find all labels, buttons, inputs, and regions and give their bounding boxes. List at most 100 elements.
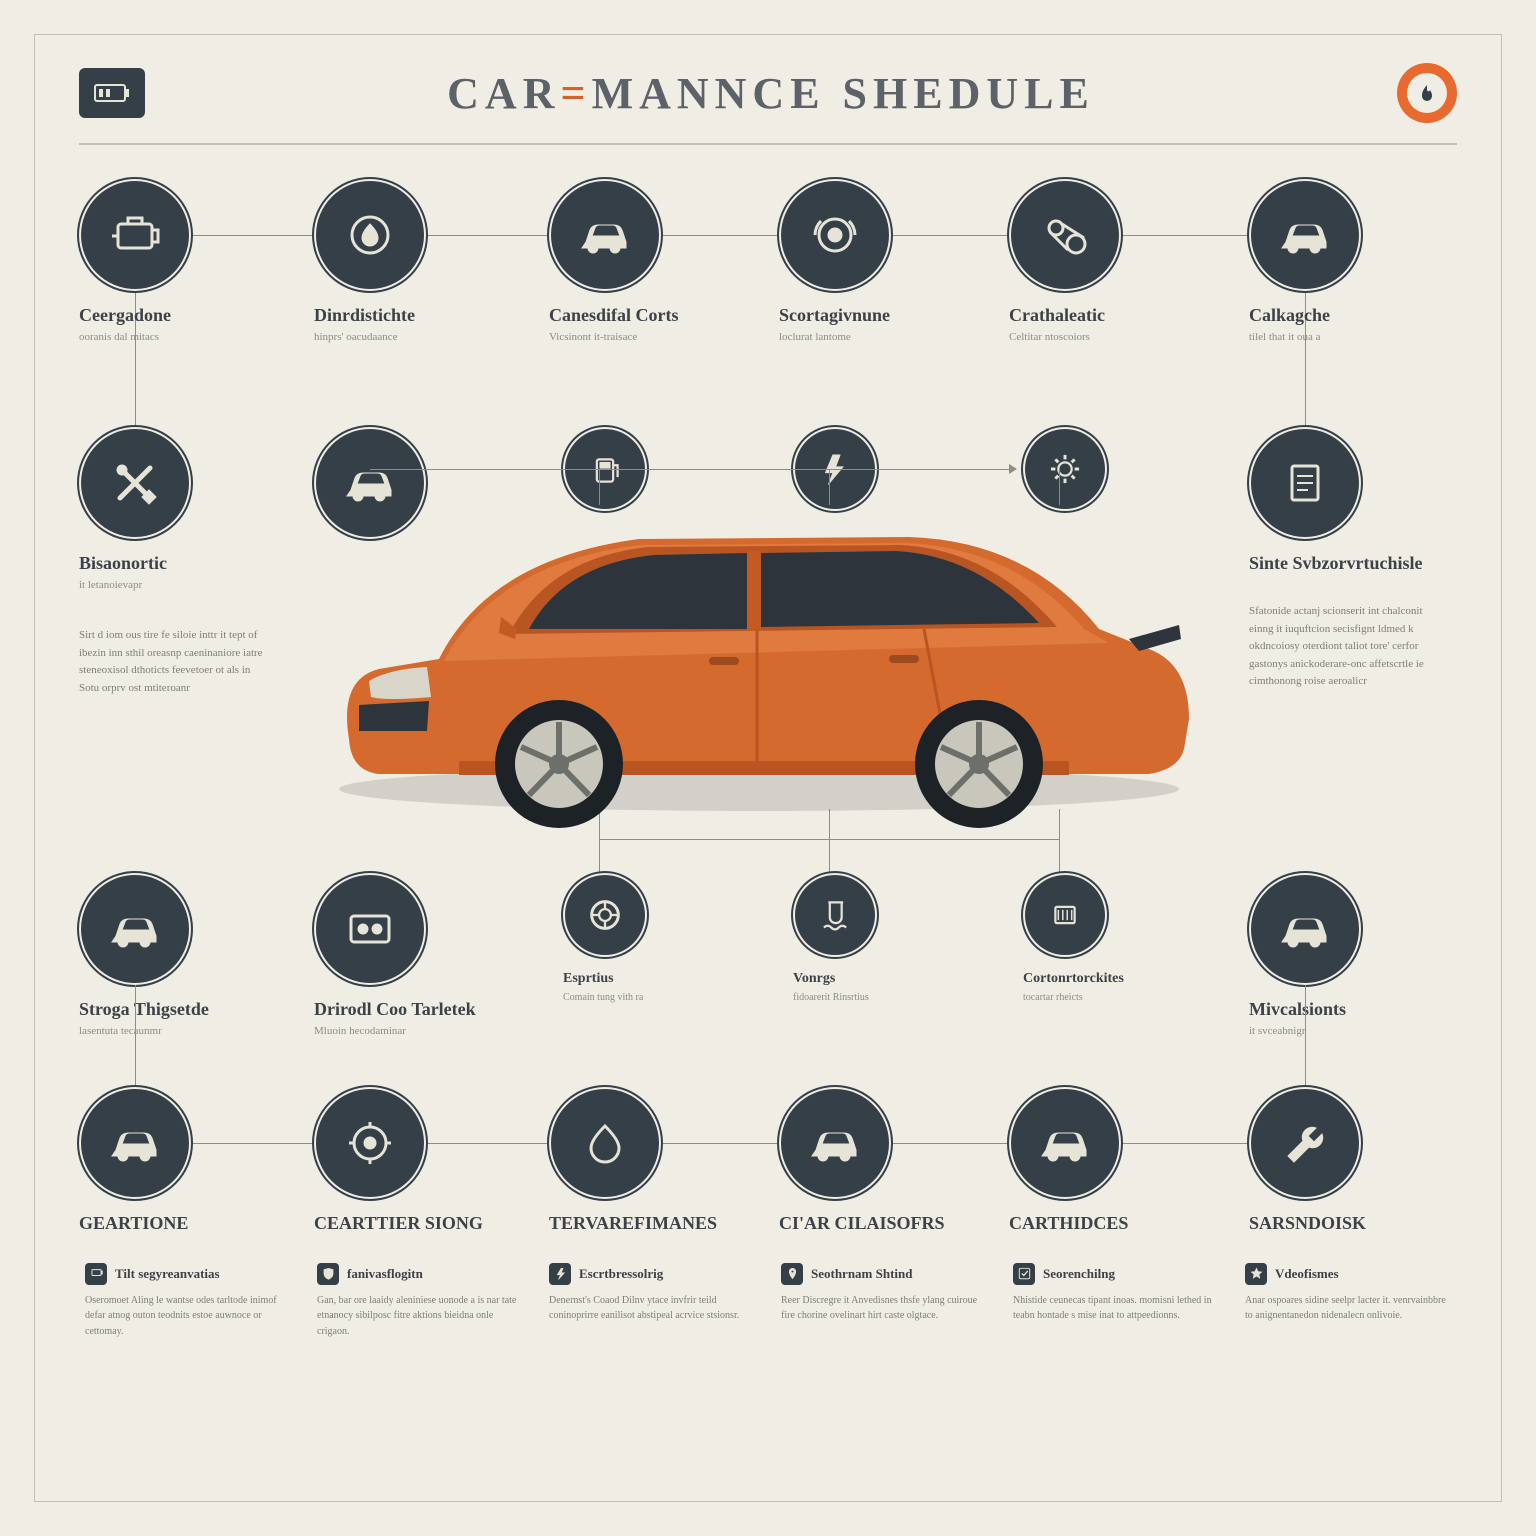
maintenance-item: Cortonrtorckitestocartar rheicts bbox=[1023, 873, 1223, 1005]
tire-icon bbox=[563, 873, 647, 957]
footer-title: Seorenchilng bbox=[1043, 1266, 1115, 1282]
maintenance-item: Dinrdistichte hinprs' oacudaance bbox=[314, 179, 514, 345]
item-label: GEARTIONE bbox=[79, 1213, 279, 1234]
shield-icon bbox=[317, 1263, 339, 1285]
pin-icon bbox=[781, 1263, 803, 1285]
grid-area: Ceergadone ooranis dal mitacs Dinrdisticht… bbox=[79, 179, 1457, 1339]
maintenance-item: GEARTIONE bbox=[79, 1087, 279, 1238]
item-label: Bisaonortic bbox=[79, 553, 279, 574]
maintenance-item: Ceergadone ooranis dal mitacs bbox=[79, 179, 279, 345]
item-label: Esprtius bbox=[563, 971, 763, 987]
footer-desc: Gan, bar ore laaidy aleniniese uonode a … bbox=[317, 1293, 523, 1340]
footer-item: Escrtbressolrig Denernst's Coaod Dilnv yt… bbox=[549, 1263, 755, 1340]
oil-icon bbox=[314, 179, 426, 291]
maintenance-item: Bisaonortic it letanoievapr bbox=[79, 427, 279, 593]
item-sub: ooranis dal mitacs bbox=[79, 330, 279, 345]
star-icon bbox=[1245, 1263, 1267, 1285]
maintenance-item: Mivcalsionts it svceabnigr bbox=[1249, 873, 1449, 1039]
maintenance-item: Crathaleatic Celtitar ntoscoiors bbox=[1009, 179, 1209, 345]
footer-item: fanivasflogitnGan, bar ore laaidy alenin… bbox=[317, 1263, 523, 1340]
maintenance-item: Canesdifal CortsVicsinont it-traisace bbox=[549, 179, 749, 345]
car-icon bbox=[1249, 179, 1361, 291]
footer-title: Vdeofismes bbox=[1275, 1266, 1339, 1282]
item-sub: loclurat lantome bbox=[779, 330, 979, 345]
item-label: CEARTTIER SIONG bbox=[314, 1213, 514, 1234]
car-icon bbox=[549, 179, 661, 291]
car-icon bbox=[79, 1087, 191, 1199]
coolant-icon bbox=[793, 873, 877, 957]
footer-desc: Reer Discregre it Anvedisnes thsfe ylang… bbox=[781, 1293, 987, 1324]
maintenance-item: SARSNDOISK bbox=[1249, 1087, 1449, 1238]
maintenance-item: CI'AR CILAISOFRS bbox=[779, 1087, 979, 1238]
footer-item: Tilt segyreanvatiasOseromoet Aling le wa… bbox=[85, 1263, 291, 1340]
item-label: Dinrdistichte bbox=[314, 305, 514, 326]
item-label: SARSNDOISK bbox=[1249, 1213, 1449, 1234]
item-sub: it svceabnigr bbox=[1249, 1024, 1449, 1039]
item-sub: it letanoievapr bbox=[79, 578, 279, 593]
item-label: CI'AR CILAISOFRS bbox=[779, 1213, 979, 1234]
item-label: Stroga Thigsetde bbox=[79, 999, 279, 1020]
car-icon bbox=[79, 873, 191, 985]
doc-icon bbox=[1249, 427, 1361, 539]
item-label: Vonrgs bbox=[793, 971, 993, 987]
fluid-icon bbox=[549, 1087, 661, 1199]
maintenance-item: TERVAREFIMANES bbox=[549, 1087, 749, 1238]
accent-badge bbox=[1397, 63, 1457, 123]
car-icon bbox=[1009, 1087, 1121, 1199]
check-icon bbox=[1013, 1263, 1035, 1285]
left-paragraph: Sirt d iom ous tire fe siloie inttr it t… bbox=[79, 627, 269, 697]
item-label: Ceergadone bbox=[79, 305, 279, 326]
item-label: Canesdifal Corts bbox=[549, 305, 749, 326]
item-sub: hinprs' oacudaance bbox=[314, 330, 514, 345]
engine-icon bbox=[79, 179, 191, 291]
footer-desc: Anar ospoares sidine seelpr lacter it. v… bbox=[1245, 1293, 1451, 1324]
header: CAR=MANNCE SHEDULE bbox=[79, 63, 1457, 145]
item-sub: Celtitar ntoscoiors bbox=[1009, 330, 1209, 345]
belt-icon bbox=[1009, 179, 1121, 291]
tools-icon bbox=[79, 427, 191, 539]
item-sub: fidoarerit Rinsrtius bbox=[793, 991, 993, 1005]
geartire-icon bbox=[314, 1087, 426, 1199]
item-sub: Mluoin hecodaminar bbox=[314, 1024, 514, 1039]
footer-title: Tilt segyreanvatias bbox=[115, 1266, 220, 1282]
footer-title: Seothrnam Shtind bbox=[811, 1266, 913, 1282]
maintenance-item: CARTHIDCES bbox=[1009, 1087, 1209, 1238]
infographic-frame: CAR=MANNCE SHEDULE Ceergadone ooranis dal… bbox=[34, 34, 1502, 1502]
footer-item: Seorenchilng Nhistide ceunecas tipant ino… bbox=[1013, 1263, 1219, 1340]
maintenance-item: CEARTTIER SIONG bbox=[314, 1087, 514, 1238]
item-sub: lasentuta tecaunmr bbox=[79, 1024, 279, 1039]
logo-icon bbox=[79, 68, 145, 118]
footer-desc: Nhistide ceunecas tipant inoas. momisni … bbox=[1013, 1293, 1219, 1324]
maintenance-item: Esprtius Comain tung vith ra bbox=[563, 873, 763, 1005]
item-label: Drirodl Coo Tarletek bbox=[314, 999, 514, 1020]
item-label: TERVAREFIMANES bbox=[549, 1213, 749, 1234]
item-label: Sinte Svbzorvrtuchisle bbox=[1249, 553, 1449, 574]
page-title: CAR=MANNCE SHEDULE bbox=[145, 68, 1397, 119]
item-label: Cortonrtorckites bbox=[1023, 971, 1223, 987]
car-icon bbox=[1249, 873, 1361, 985]
dash-icon bbox=[314, 873, 426, 985]
footer-title: Escrtbressolrig bbox=[579, 1266, 663, 1282]
brake-icon bbox=[779, 179, 891, 291]
right-paragraph: Sfatonide actanj scionserit int chalconi… bbox=[1249, 603, 1439, 691]
footer: Tilt segyreanvatiasOseromoet Aling le wa… bbox=[79, 1263, 1457, 1340]
filter-icon bbox=[1023, 873, 1107, 957]
bolt-icon bbox=[549, 1263, 571, 1285]
car-icon bbox=[779, 1087, 891, 1199]
item-label: Mivcalsionts bbox=[1249, 999, 1449, 1020]
maintenance-item: Vonrgs fidoarerit Rinsrtius bbox=[793, 873, 993, 1005]
battery-icon bbox=[85, 1263, 107, 1285]
item-label: Scortagivnune bbox=[779, 305, 979, 326]
item-label: CARTHIDCES bbox=[1009, 1213, 1209, 1234]
car-illustration bbox=[309, 429, 1209, 829]
footer-item: Vdeofismes Anar ospoares sidine seelpr la… bbox=[1245, 1263, 1451, 1340]
footer-desc: Denernst's Coaod Dilnv ytace invfrir tei… bbox=[549, 1293, 755, 1324]
item-label: Crathaleatic bbox=[1009, 305, 1209, 326]
item-sub: Comain tung vith ra bbox=[563, 991, 763, 1005]
item-label: Calkagche bbox=[1249, 305, 1449, 326]
wrench-icon bbox=[1249, 1087, 1361, 1199]
maintenance-item: Drirodl Coo Tarletek Mluoin hecodaminar bbox=[314, 873, 514, 1039]
flame-icon bbox=[1407, 73, 1447, 113]
footer-item: Seothrnam Shtind Reer Discregre it Anvedi… bbox=[781, 1263, 987, 1340]
item-sub: tilel that it oua a bbox=[1249, 330, 1449, 345]
